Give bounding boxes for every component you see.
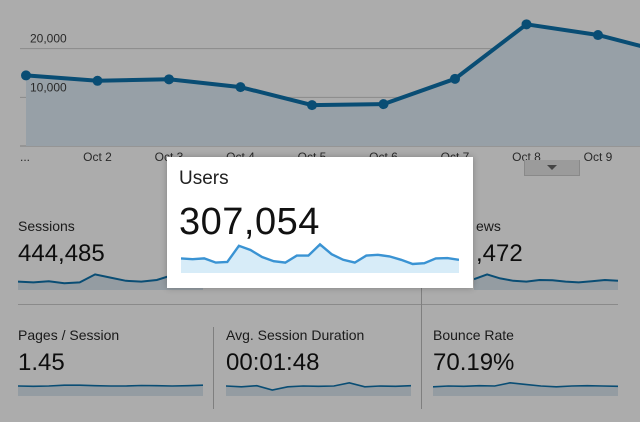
metric-title: Pages / Session [18,327,120,343]
pages-per-session-sparkline [18,384,203,396]
metric-title: Bounce Rate [433,327,514,343]
metric-title: ews [476,218,501,234]
sparkline-area [474,274,618,290]
y-tick-label: 20,000 [30,32,67,46]
sparkline-line [474,273,618,284]
metric-value: 1.45 [18,349,65,376]
data-point [593,30,603,41]
data-point [92,75,103,86]
data-point [235,82,246,93]
data-point [164,74,174,85]
sparkline-area [18,274,203,290]
sparkline-area [226,382,411,396]
data-point [521,19,532,30]
data-point [307,100,317,111]
metric-title: Sessions [18,218,75,234]
users-sparkline [181,242,459,273]
bounce-rate-sparkline [433,381,618,396]
pageviews-sparkline [474,273,618,290]
metric-bounce-rate[interactable]: Bounce Rate 70.19% [433,327,514,377]
chart-points [21,19,603,111]
users-value: 307,054 [179,201,320,243]
x-tick-label: Oct 2 [83,150,112,164]
avg-session-duration-sparkline [226,381,411,396]
metric-pages-per-session[interactable]: Pages / Session 1.45 [18,327,119,377]
data-point [378,99,389,110]
metric-value: ,472 [476,240,523,267]
x-tick-label: Oct 9 [584,150,613,164]
metric-title: Avg. Session Duration [226,327,365,343]
metric-sessions[interactable]: Sessions 444,485 [18,218,105,268]
data-point [21,70,31,81]
y-axis-ticks: 20,000 10,000 [30,32,67,95]
column-divider [421,218,422,409]
column-divider [213,327,214,409]
sparkline-line [433,381,618,388]
row-divider [18,304,618,305]
metric-value: 00:01:48 [226,349,320,376]
metric-avg-session-duration[interactable]: Avg. Session Duration 00:01:48 [226,327,364,377]
sparkline-line [226,381,411,391]
chevron-down-icon [547,165,557,170]
data-point [450,73,460,84]
metric-value: 444,485 [18,240,105,267]
chart-collapse-button[interactable] [524,160,580,176]
chart-line [25,22,640,108]
chart-area [26,24,640,146]
metric-value: 70.19% [433,349,515,376]
x-tick-label: ... [20,150,30,164]
y-tick-label: 10,000 [30,80,67,94]
metric-pageviews[interactable]: ews ,472 [432,218,523,268]
sparkline-line [181,242,459,266]
sparkline-line [18,384,203,388]
users-metric-card[interactable]: Users 307,054 [167,157,473,288]
users-title: Users [179,168,229,189]
sparkline-area [181,244,459,273]
sparkline-area [18,385,203,396]
